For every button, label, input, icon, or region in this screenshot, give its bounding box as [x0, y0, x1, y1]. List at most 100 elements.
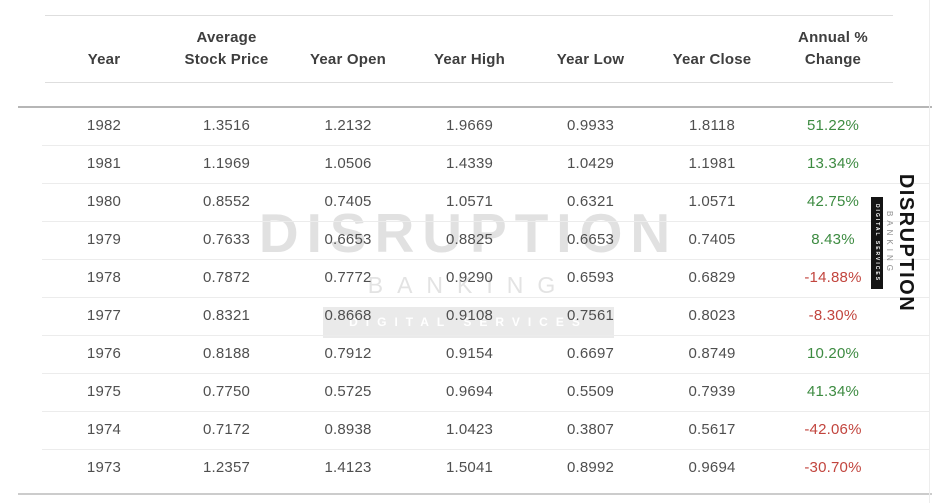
cell-year-open: 0.6653 — [324, 231, 372, 248]
cell-year-high: 1.0423 — [445, 421, 494, 438]
cell-annual-percent-change-positive: 51.22% — [806, 117, 860, 134]
column-header-year-low: Year Low — [556, 51, 625, 68]
cell-year: 1981 — [86, 155, 122, 172]
cell-year-high: 0.9154 — [445, 345, 494, 362]
cell-year-low: 0.8992 — [566, 459, 615, 476]
cell-average-stock-price: 1.2357 — [202, 459, 251, 476]
cell-year: 1973 — [86, 459, 122, 476]
cell-annual-percent-change-positive: 8.43% — [811, 231, 855, 248]
cell-annual-percent-change-positive: 42.75% — [806, 193, 860, 210]
cell-year: 1977 — [86, 307, 122, 324]
cell-average-stock-price: 1.1969 — [202, 155, 251, 172]
right-edge-rule — [929, 0, 930, 503]
cell-year-close: 0.7405 — [688, 231, 736, 248]
cell-year-open: 1.0506 — [324, 155, 372, 172]
cell-year-low: 0.6593 — [566, 269, 615, 286]
cell-year-high: 1.4339 — [445, 155, 494, 172]
table-row: 1977 0.8321 0.8668 0.9108 0.7561 0.8023 -8.30% — [42, 298, 930, 336]
cell-year-open: 0.7405 — [324, 193, 372, 210]
cell-year-open: 0.7912 — [324, 345, 372, 362]
cell-year-high: 0.9290 — [445, 269, 494, 286]
cell-year: 1980 — [86, 193, 122, 210]
column-header-year: Year — [87, 51, 121, 68]
cell-year: 1976 — [86, 345, 122, 362]
cell-average-stock-price: 0.7633 — [202, 231, 251, 248]
cell-year: 1975 — [86, 383, 122, 400]
cell-year-low: 0.3807 — [566, 421, 615, 438]
cell-year-high: 1.9669 — [445, 117, 494, 134]
watermark-subtitle: BANKING — [367, 272, 570, 298]
cell-annual-percent-change-positive: 13.34% — [806, 155, 860, 172]
cell-average-stock-price: 0.7872 — [202, 269, 251, 286]
cell-year: 1982 — [86, 117, 122, 134]
cell-average-stock-price: 0.8552 — [202, 193, 251, 210]
cell-year-open: 0.8938 — [324, 421, 372, 438]
cell-year-low: 0.9933 — [566, 117, 615, 134]
cell-year-low: 0.7561 — [566, 307, 615, 324]
table-row: 1974 0.7172 0.8938 1.0423 0.3807 0.5617 -42.06… — [42, 412, 930, 450]
cell-average-stock-price: 1.3516 — [202, 117, 251, 134]
cell-year-open: 1.4123 — [324, 459, 372, 476]
cell-year-close: 1.8118 — [689, 117, 735, 134]
column-header-year-close: Year Close — [672, 51, 752, 68]
cell-annual-percent-change-negative: -30.70% — [804, 459, 862, 476]
cell-year-open: 0.7772 — [324, 269, 372, 286]
cell-year-low: 0.6321 — [566, 193, 615, 210]
table-header-row: Year Average Stock Price Year Open Year Hig… — [42, 15, 930, 82]
cell-year-low: 0.6697 — [566, 345, 615, 362]
column-header-year-open: Year Open — [309, 51, 386, 68]
cell-year-low: 0.6653 — [566, 231, 615, 248]
table-row: 1980 0.8552 0.7405 1.0571 0.6321 1.0571 42.75% — [42, 184, 930, 222]
cell-year: 1978 — [86, 269, 122, 286]
table-top-rule — [45, 15, 893, 16]
cell-year-close: 0.8749 — [688, 345, 736, 362]
cell-average-stock-price: 0.8321 — [202, 307, 251, 324]
side-logo-badge: DIGITAL SERVICES — [871, 196, 883, 290]
cell-annual-percent-change-negative: -42.06% — [804, 421, 862, 438]
cell-year-close: 0.9694 — [688, 459, 736, 476]
cell-year-low: 0.5509 — [566, 383, 615, 400]
cell-year-close: 0.7939 — [688, 383, 736, 400]
cell-year: 1974 — [86, 421, 122, 438]
cell-year-high: 1.0571 — [445, 193, 494, 210]
cell-annual-percent-change-negative: -8.30% — [808, 307, 858, 324]
cell-average-stock-price: 0.7750 — [202, 383, 251, 400]
watermark-title: DISRUPTION — [258, 202, 679, 264]
table-row: 1979 0.7633 0.6653 0.8825 0.6653 0.7405 8.43% — [42, 222, 930, 260]
column-header-average-stock-price: Average Stock Price — [184, 29, 269, 68]
cell-year-open: 0.5725 — [324, 383, 372, 400]
cell-year-high: 1.5041 — [445, 459, 494, 476]
table-row: 1975 0.7750 0.5725 0.9694 0.5509 0.7939 41.34% — [42, 374, 930, 412]
table-bottom-rule — [18, 493, 932, 495]
table-body: 1982 1.3516 1.2132 1.9669 0.9933 1.8118 51.22%… — [42, 108, 930, 487]
cell-year-open: 1.2132 — [324, 117, 372, 134]
cell-year-close: 1.0571 — [688, 193, 736, 210]
cell-year-close: 0.6829 — [688, 269, 736, 286]
cell-year-high: 0.9694 — [445, 383, 494, 400]
cell-year-close: 0.5617 — [688, 421, 736, 438]
cell-year-close: 1.1981 — [688, 155, 736, 172]
body-top-rule — [18, 106, 932, 108]
table-row: 1973 1.2357 1.4123 1.5041 0.8992 0.9694 -30.70… — [42, 450, 930, 487]
cell-year-open: 0.8668 — [324, 307, 372, 324]
column-header-year-high: Year High — [434, 51, 505, 68]
cell-average-stock-price: 0.8188 — [202, 345, 251, 362]
cell-year-low: 1.0429 — [566, 155, 615, 172]
column-header-annual-percent-change: Annual % Change — [798, 29, 868, 68]
table-row: 1982 1.3516 1.2132 1.9669 0.9933 1.8118 51.22% — [42, 108, 930, 146]
header-bottom-rule — [45, 82, 893, 83]
table-row: 1981 1.1969 1.0506 1.4339 1.0429 1.1981 13.34% — [42, 146, 930, 184]
cell-annual-percent-change-positive: 10.20% — [806, 345, 860, 362]
watermark-badge: DIGITAL SERVICES — [323, 307, 614, 338]
cell-year-close: 0.8023 — [688, 307, 736, 324]
cell-year-high: 0.8825 — [445, 231, 494, 248]
cell-annual-percent-change-negative: -14.88% — [804, 269, 862, 286]
watermark: DISRUPTION BANKING DIGITAL SERVICES — [0, 204, 937, 338]
table-row: 1978 0.7872 0.7772 0.9290 0.6593 0.6829 -14.88… — [42, 260, 930, 298]
table-row: 1976 0.8188 0.7912 0.9154 0.6697 0.8749 10.20% — [42, 336, 930, 374]
side-logo: DISRUPTION BANKING DIGITAL SERVICES — [871, 174, 917, 312]
side-logo-title: DISRUPTION — [895, 173, 917, 313]
side-logo-subtitle: BANKING — [885, 210, 894, 275]
cell-average-stock-price: 0.7172 — [202, 421, 251, 438]
cell-annual-percent-change-positive: 41.34% — [806, 383, 860, 400]
